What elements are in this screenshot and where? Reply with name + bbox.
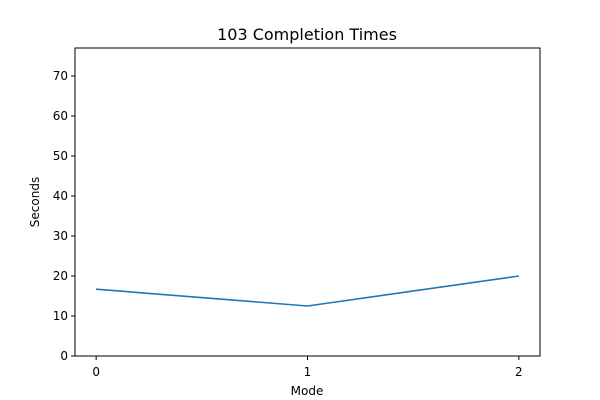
chart-title: 103 Completion Times (217, 25, 397, 44)
y-tick-label: 40 (53, 189, 68, 203)
series-line (96, 275, 519, 307)
x-tick-label: 1 (304, 365, 312, 379)
y-tick-label: 0 (60, 349, 68, 363)
series-group (96, 275, 519, 307)
x-tick-label: 2 (515, 365, 523, 379)
y-tick-label: 70 (53, 69, 68, 83)
y-tick-label: 30 (53, 229, 68, 243)
x-axis-label: Mode (291, 384, 324, 398)
y-tick-label: 20 (53, 269, 68, 283)
y-axis: 0 10 20 30 40 50 60 70 (53, 69, 75, 363)
x-tick-label: 0 (92, 365, 100, 379)
y-tick-label: 50 (53, 149, 68, 163)
x-axis: 0 1 2 (92, 356, 523, 379)
y-tick-label: 60 (53, 109, 68, 123)
plot-area-frame (74, 47, 541, 357)
y-tick-label: 10 (53, 309, 68, 323)
y-axis-label: Seconds (28, 177, 42, 227)
